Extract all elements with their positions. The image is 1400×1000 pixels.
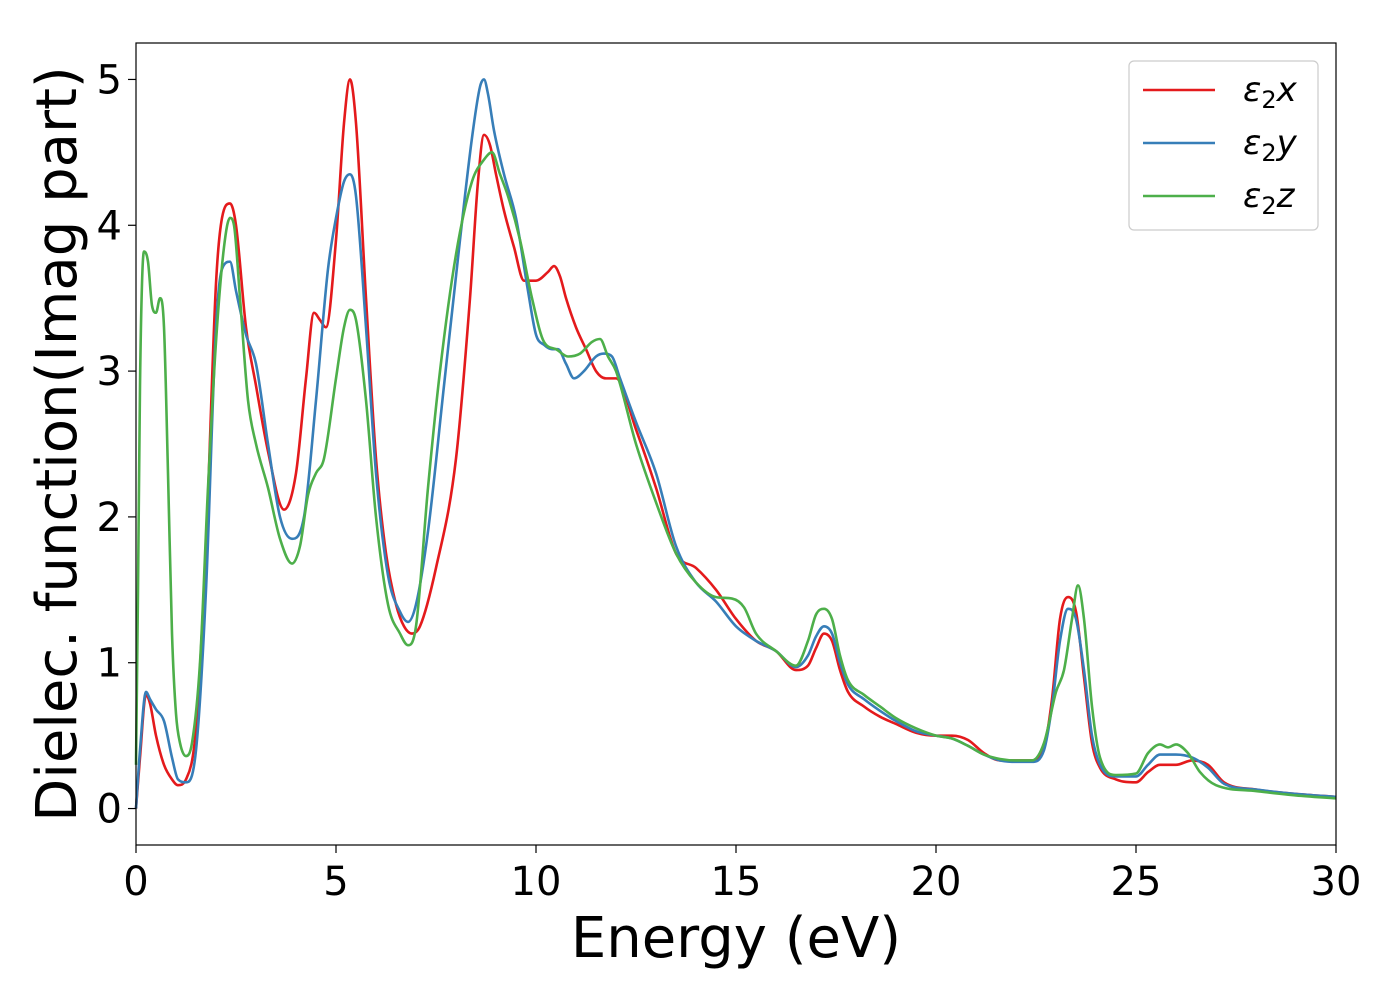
legend-label-y: ε2y [1243,123,1298,167]
y-tick-label: 2 [97,495,122,541]
x-tick-label: 25 [1111,859,1162,905]
legend-items: ε2x ε2y ε2z [1143,70,1298,220]
x-tick-label: 15 [711,859,762,905]
y-tick-label: 1 [97,641,122,687]
y-tick-label: 5 [97,57,122,103]
y-tick-label: 3 [97,349,122,395]
y-tick-label: 4 [97,203,122,249]
y-axis-ticks: 0 1 2 3 4 5 [97,57,136,833]
x-tick-label: 30 [1311,859,1362,905]
legend-frame [1128,60,1319,231]
x-axis-label: Energy (eV) [571,906,901,971]
legend-label-z: ε2z [1243,176,1296,220]
legend-label-x: ε2x [1243,70,1298,114]
series-layer [134,78,1337,809]
y-axis-label: Dielec. function(Imag part) [25,66,90,822]
legend: ε2x ε2y ε2z [1128,60,1319,231]
x-tick-label: 5 [323,859,348,905]
y-tick-label: 0 [97,787,122,833]
series-line-z [134,151,1337,800]
x-tick-label: 10 [511,859,562,905]
x-axis-ticks: 0 5 10 15 20 25 30 [123,845,1361,905]
x-tick-label: 20 [911,859,962,905]
x-tick-label: 0 [123,859,148,905]
